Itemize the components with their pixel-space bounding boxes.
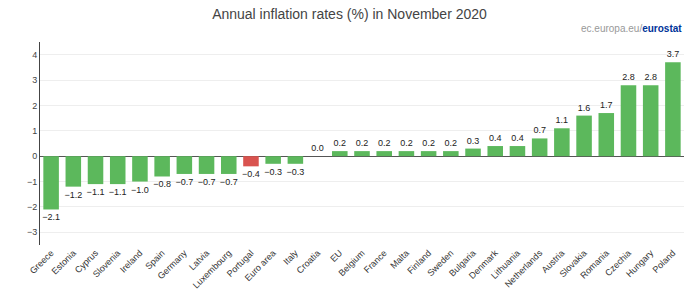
svg-text:Italy: Italy: [281, 248, 300, 267]
svg-text:Romania: Romania: [578, 248, 611, 281]
svg-text:Spain: Spain: [143, 248, 166, 271]
svg-text:Malta: Malta: [388, 248, 411, 271]
svg-text:Lithuania: Lithuania: [489, 248, 522, 281]
svg-text:Luxembourg: Luxembourg: [191, 248, 233, 290]
svg-text:EU: EU: [328, 248, 344, 264]
svg-text:0.2: 0.2: [334, 138, 347, 148]
svg-text:Netherlands: Netherlands: [503, 248, 545, 290]
svg-text:−0.7: −0.7: [220, 177, 238, 187]
svg-text:Slovakia: Slovakia: [558, 248, 589, 279]
svg-text:Czechia: Czechia: [603, 248, 633, 278]
svg-text:−0.7: −0.7: [175, 177, 193, 187]
svg-text:−0.3: −0.3: [264, 167, 282, 177]
svg-text:1.1: 1.1: [556, 115, 569, 125]
svg-text:Greece: Greece: [28, 248, 56, 276]
svg-text:Euro area: Euro area: [243, 248, 278, 283]
svg-text:1: 1: [32, 126, 37, 136]
svg-text:−2.1: −2.1: [42, 212, 60, 222]
svg-text:Annual inflation rates (%) in: Annual inflation rates (%) in November 2…: [212, 6, 487, 22]
svg-text:−0.7: −0.7: [198, 177, 216, 187]
svg-text:Poland: Poland: [651, 248, 678, 275]
svg-text:−1.1: −1.1: [109, 187, 127, 197]
svg-text:Portugal: Portugal: [225, 248, 256, 279]
svg-text:−0.8: −0.8: [153, 179, 171, 189]
svg-text:2.8: 2.8: [622, 72, 635, 82]
svg-text:Croatia: Croatia: [295, 248, 323, 276]
svg-text:1.6: 1.6: [578, 103, 591, 113]
svg-text:Cyprus: Cyprus: [73, 248, 101, 276]
svg-text:0.3: 0.3: [467, 136, 480, 146]
svg-text:Latvia: Latvia: [187, 248, 211, 272]
svg-text:0.4: 0.4: [489, 133, 502, 143]
svg-text:0.2: 0.2: [422, 138, 435, 148]
svg-text:0.4: 0.4: [511, 133, 524, 143]
svg-text:0.2: 0.2: [356, 138, 369, 148]
svg-text:−1.0: −1.0: [131, 185, 149, 195]
svg-text:Ireland: Ireland: [118, 248, 145, 275]
svg-text:0.0: 0.0: [311, 143, 324, 153]
svg-text:Finland: Finland: [405, 248, 433, 276]
svg-text:−2: −2: [27, 202, 37, 212]
svg-text:0.2: 0.2: [400, 138, 413, 148]
svg-text:2: 2: [32, 101, 37, 111]
svg-text:Denmark: Denmark: [467, 248, 500, 281]
svg-text:−1.2: −1.2: [64, 190, 82, 200]
svg-text:Germany: Germany: [156, 248, 190, 282]
svg-text:0.2: 0.2: [378, 138, 391, 148]
svg-text:3.7: 3.7: [667, 49, 680, 59]
svg-text:−0.4: −0.4: [242, 169, 260, 179]
svg-text:0: 0: [32, 151, 37, 161]
svg-text:ec.europa.eu/eurostat: ec.europa.eu/eurostat: [581, 23, 682, 34]
svg-text:1.7: 1.7: [600, 100, 613, 110]
svg-text:Belgium: Belgium: [337, 248, 367, 278]
svg-text:2.8: 2.8: [644, 72, 657, 82]
svg-text:−3: −3: [27, 227, 37, 237]
svg-text:−0.3: −0.3: [286, 167, 304, 177]
svg-text:Estonia: Estonia: [50, 248, 78, 276]
svg-text:Sweden: Sweden: [425, 248, 455, 278]
svg-text:3: 3: [32, 75, 37, 85]
svg-text:Hungary: Hungary: [624, 248, 655, 279]
svg-text:Slovenia: Slovenia: [91, 248, 122, 279]
svg-text:0.2: 0.2: [445, 138, 458, 148]
svg-text:Austria: Austria: [540, 248, 567, 275]
svg-text:0.7: 0.7: [533, 125, 546, 135]
svg-text:Bulgaria: Bulgaria: [447, 248, 477, 278]
svg-text:4: 4: [32, 50, 37, 60]
svg-text:−1: −1: [27, 177, 37, 187]
svg-text:−1.1: −1.1: [87, 187, 105, 197]
svg-text:France: France: [362, 248, 389, 275]
